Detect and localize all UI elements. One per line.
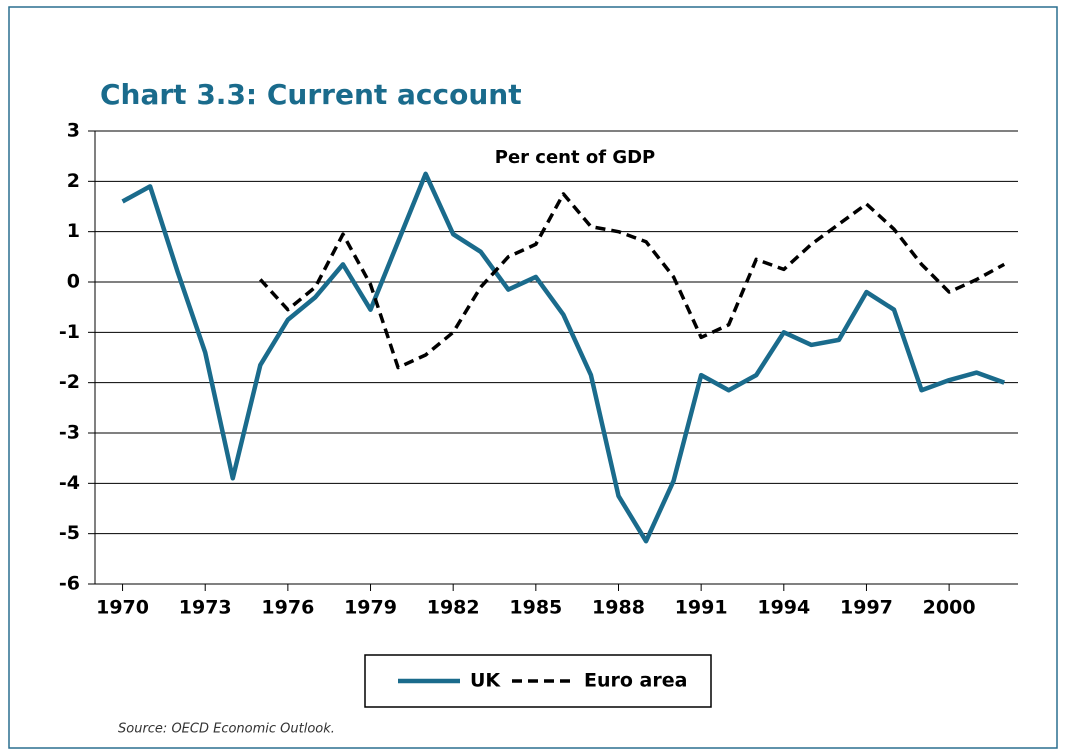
x-tick-label: 1973: [179, 597, 232, 619]
x-tick-label: 1970: [96, 597, 149, 619]
y-tick-label: -6: [59, 573, 80, 595]
x-tick-label: 1991: [675, 597, 728, 619]
x-tick-label: 1979: [344, 597, 397, 619]
x-tick-label: 1988: [592, 597, 645, 619]
x-tick-label: 1976: [261, 597, 314, 619]
x-tick-label: 2000: [923, 597, 976, 619]
legend-label: UK: [470, 670, 501, 692]
y-tick-label: -2: [59, 371, 80, 393]
y-tick-label: 1: [67, 220, 80, 242]
x-tick-label: 1982: [427, 597, 480, 619]
y-tick-label: -5: [59, 522, 80, 544]
y-tick-label: 2: [67, 170, 80, 192]
x-tick-label: 1997: [840, 597, 893, 619]
series-line: [259, 192, 1006, 370]
frame: [8, 6, 1058, 749]
x-tick-label: 1985: [509, 597, 562, 619]
source: Source: OECD Economic Outlook.: [118, 722, 335, 737]
y-tick-label: -3: [59, 422, 80, 444]
x-tick-label: 1994: [757, 597, 810, 619]
chart-title: Chart 3.3: Current account: [100, 78, 522, 111]
series-line: [121, 171, 1005, 544]
subtitle: Per cent of GDP: [495, 147, 655, 168]
y-tick-label: 3: [67, 120, 80, 142]
y-tick-label: -4: [59, 472, 80, 494]
y-tick-label: 0: [67, 271, 80, 293]
y-tick-label: -1: [59, 321, 80, 343]
legend-label: Euro area: [584, 670, 687, 692]
